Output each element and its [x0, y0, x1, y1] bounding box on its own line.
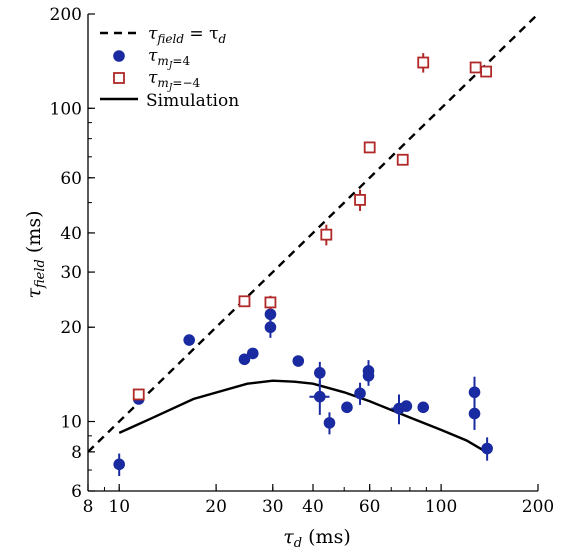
- y-tick-label: 40: [60, 224, 82, 244]
- mj-plus-point: [400, 400, 413, 412]
- mj-minus-point: [417, 56, 430, 69]
- y-tick-label: 20: [60, 318, 82, 338]
- legend-mj-minus-swatch: [113, 72, 125, 84]
- y-axis-title: τfield (ms): [23, 211, 48, 299]
- mj-minus-point: [480, 65, 493, 78]
- legend-mj-minus-label: τmJ=−4: [148, 68, 201, 93]
- mj-plus-point: [314, 390, 326, 403]
- mj-plus-point: [264, 321, 277, 334]
- y-tick-label: 100: [50, 99, 82, 119]
- y-tick-label: 8: [71, 443, 82, 463]
- mj-minus-point: [396, 153, 409, 166]
- series: [88, 14, 538, 476]
- mj-plus-point: [264, 308, 277, 321]
- mj-plus-point: [341, 401, 353, 414]
- y-tick-label: 30: [60, 263, 82, 283]
- mj-plus-point: [417, 401, 430, 414]
- x-axis-title: τd (ms): [283, 526, 350, 551]
- legend-mj-plus-swatch: [113, 50, 125, 62]
- x-tick-label: 10: [108, 497, 130, 517]
- mj-minus-point: [238, 295, 251, 308]
- simulation-line: [118, 379, 484, 452]
- mj-minus-point: [132, 388, 145, 401]
- y-tick-label: 60: [60, 169, 82, 189]
- x-tick-label: 20: [205, 497, 227, 517]
- mj-plus-point: [183, 334, 196, 346]
- x-tick-label: 30: [262, 497, 284, 517]
- y-tick-label: 10: [60, 413, 82, 433]
- axis-labels: τd (ms) τfield (ms): [23, 211, 351, 552]
- x-tick-label: 60: [359, 497, 381, 517]
- mj-plus-point: [314, 367, 326, 379]
- mj-minus-point: [264, 296, 277, 309]
- mj-plus-point: [481, 442, 493, 455]
- mj-plus-point: [292, 355, 305, 367]
- x-tick-label: 40: [302, 497, 324, 517]
- mj-plus-point: [362, 369, 375, 382]
- mj-plus-point: [354, 387, 366, 400]
- legend-simulation-label: Simulation: [146, 91, 239, 111]
- mj-plus-point: [323, 417, 336, 429]
- mj-plus-point: [113, 458, 125, 471]
- mj-minus-point: [354, 193, 366, 206]
- legend-mj-plus-label: τmJ=4: [148, 46, 190, 71]
- x-tick-label: 8: [83, 497, 94, 517]
- y-tick-label: 200: [50, 5, 82, 25]
- identity-line: [88, 14, 538, 453]
- mj-minus-point: [320, 228, 333, 241]
- mj-plus-point: [246, 347, 259, 360]
- mj-plus-point: [468, 386, 481, 399]
- mj-minus-point: [469, 61, 482, 74]
- y-tick-label: 6: [71, 482, 82, 502]
- mj-plus-point: [238, 353, 251, 366]
- x-tick-label: 200: [522, 497, 554, 517]
- legend-identity-label: τfield = τd: [148, 24, 227, 46]
- mj-minus-point: [363, 141, 376, 154]
- x-tick-label: 100: [425, 497, 457, 517]
- mj-plus-point: [468, 407, 481, 420]
